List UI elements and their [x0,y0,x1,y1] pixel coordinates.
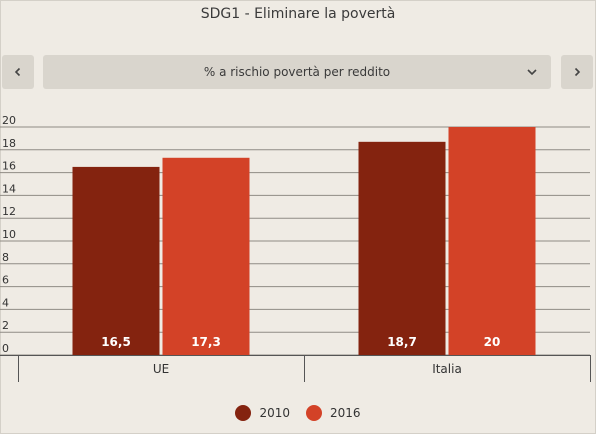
chevron-left-icon [14,67,21,77]
bar-chart: 0 2 4 6 8 10 12 14 16 18 20 16,5 17,3 UE 18,7 20 Italia [0,114,591,382]
x-category-label: UE [153,362,169,376]
legend-item-2016[interactable]: 2016 [306,405,361,421]
y-tick-label: 4 [2,296,9,309]
y-tick-label: 12 [2,205,16,218]
indicator-dropdown[interactable]: % a rischio povertà per reddito [43,55,551,89]
bar-italia-2016 [448,127,536,355]
chart-legend: 2010 2016 [0,405,596,421]
data-label: 18,7 [387,335,417,349]
indicator-dropdown-label: % a rischio povertà per reddito [203,65,391,79]
y-tick-label: 6 [2,274,9,287]
next-indicator-button[interactable] [561,55,593,89]
bar-italia-2010 [358,141,446,355]
legend-item-2010[interactable]: 2010 [235,405,290,421]
x-category-label: Italia [432,362,462,376]
data-label: 16,5 [101,335,131,349]
legend-swatch [235,405,252,421]
legend-label: 2016 [330,406,361,420]
chevron-down-icon [527,69,537,76]
y-tick-label: 0 [2,342,9,355]
y-tick-label: 10 [2,228,16,241]
y-tick-label: 20 [2,114,16,127]
y-tick-label: 2 [2,319,9,332]
bar-ue-2016 [162,157,250,355]
bar-ue-2010 [72,166,160,355]
data-label: 17,3 [191,335,221,349]
y-tick-label: 8 [2,251,9,264]
y-tick-label: 16 [2,160,16,173]
prev-indicator-button[interactable] [2,55,34,89]
chevron-right-icon [574,67,581,77]
y-tick-label: 14 [2,182,16,195]
data-label: 20 [484,335,501,349]
page-title: SDG1 - Eliminare la povertà [200,6,396,22]
legend-label: 2010 [259,406,290,420]
y-tick-label: 18 [2,137,16,150]
legend-swatch [306,405,322,421]
